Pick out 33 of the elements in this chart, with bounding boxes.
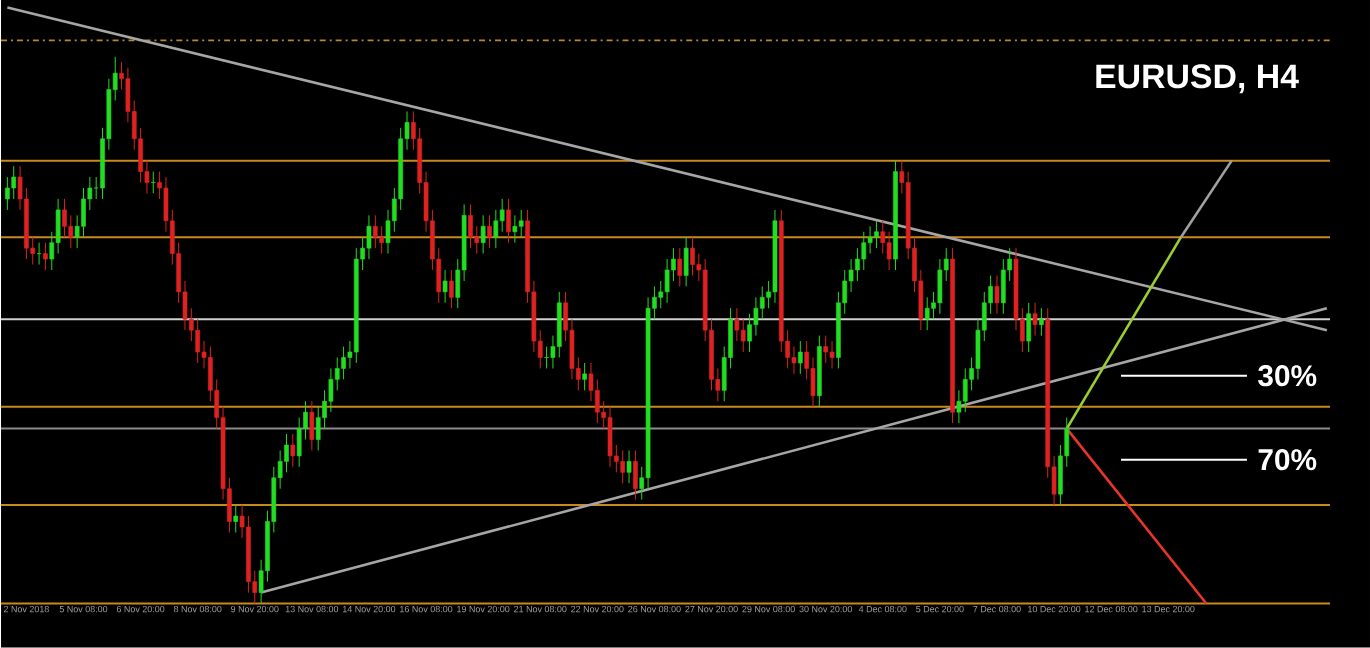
- candlestick: [487, 215, 492, 249]
- candlestick: [518, 209, 524, 238]
- candlestick: [607, 406, 613, 468]
- candlestick: [442, 269, 448, 304]
- candlestick: [233, 504, 239, 534]
- annotation: 30%: [1258, 365, 1317, 387]
- candlestick: [798, 340, 803, 375]
- candlestick: [290, 433, 296, 468]
- candlestick: [1026, 302, 1032, 353]
- candlestick: [690, 236, 695, 277]
- candlestick: [924, 297, 930, 331]
- candlestick: [506, 198, 511, 244]
- candlestick: [449, 269, 454, 310]
- candlestick: [309, 400, 315, 452]
- chart-title: EURUSD, H4: [1096, 64, 1299, 94]
- candlestick: [994, 275, 1000, 315]
- candlestick: [620, 450, 626, 484]
- candlestick: [823, 335, 829, 364]
- candlestick: [1032, 302, 1038, 337]
- candlestick: [582, 362, 587, 392]
- candlestick: [874, 220, 879, 249]
- candlestick: [1039, 308, 1044, 337]
- candlestick: [372, 215, 378, 249]
- candlestick: [677, 247, 683, 288]
- candlestick: [468, 204, 473, 249]
- candlestick: [626, 450, 632, 484]
- candlestick: [512, 215, 518, 244]
- annotation: 70%: [1258, 449, 1317, 471]
- candlestick: [829, 340, 835, 370]
- candlestick: [43, 242, 48, 271]
- candlestick: [683, 236, 689, 288]
- candlestick: [480, 215, 486, 255]
- candlestick: [633, 450, 638, 501]
